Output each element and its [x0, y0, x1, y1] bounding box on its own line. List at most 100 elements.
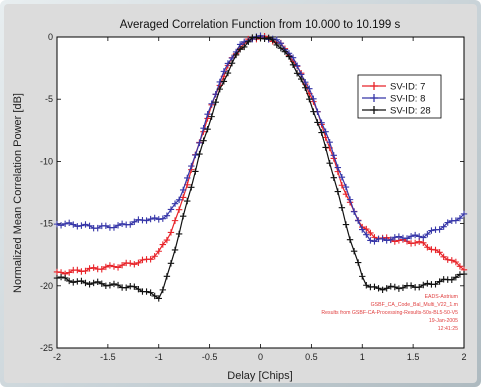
- data-point: [293, 62, 301, 69]
- legend-marker: [370, 82, 378, 90]
- x-tick-label: 0: [258, 352, 263, 362]
- data-point: [196, 150, 203, 158]
- data-point: [330, 174, 337, 181]
- x-tick-label: 1.5: [407, 352, 420, 362]
- data-point: [86, 265, 93, 272]
- data-point: [367, 229, 374, 237]
- annotation-line-5: 12:41:25: [438, 326, 458, 332]
- data-point: [94, 224, 101, 232]
- data-point: [383, 285, 390, 292]
- data-point: [179, 186, 187, 194]
- data-point: [407, 233, 415, 240]
- data-point: [110, 263, 118, 270]
- data-point: [200, 125, 207, 132]
- data-point: [424, 280, 431, 287]
- data-point: [110, 224, 118, 231]
- annotation-line-3: Results from GSBF-CA-Processing-Results-…: [321, 310, 458, 316]
- data-point: [354, 259, 362, 266]
- x-tick-label: -1.5: [100, 352, 116, 362]
- axis-ticks: -2 -1.5 -1 -0.5 0 0.5 1 1.5 2 0 -5 -10 -15 -20 -25: [40, 32, 467, 362]
- data-point: [224, 69, 232, 77]
- data-point: [114, 264, 122, 271]
- data-point: [86, 222, 93, 229]
- data-point: [411, 231, 419, 239]
- data-point: [338, 182, 346, 189]
- data-point: [318, 129, 325, 136]
- data-point: [118, 262, 126, 269]
- data-point: [310, 108, 317, 115]
- y-axis-label: Normalized Mean Correlation Power [dB]: [12, 93, 24, 293]
- data-point: [448, 276, 455, 284]
- data-point: [326, 139, 333, 146]
- data-point: [440, 253, 447, 261]
- data-point: [460, 270, 468, 278]
- data-point: [330, 152, 337, 159]
- data-point: [346, 236, 354, 243]
- data-point: [432, 246, 439, 254]
- data-point: [350, 247, 358, 255]
- data-point: [444, 219, 451, 226]
- data-point: [363, 282, 370, 289]
- data-point: [82, 279, 89, 287]
- data-point: [424, 230, 431, 238]
- x-tick-label: -1: [155, 352, 163, 362]
- data-point: [188, 184, 195, 191]
- data-point: [66, 219, 73, 227]
- y-tick-label: -15: [40, 219, 53, 229]
- data-point: [192, 151, 199, 159]
- annotation-line-1: EADS-Astrium: [425, 294, 458, 300]
- data-point: [192, 168, 199, 175]
- data-point: [163, 212, 171, 219]
- data-point: [78, 222, 85, 229]
- data-point: [159, 241, 167, 248]
- data-point: [118, 220, 126, 227]
- data-point: [306, 85, 313, 92]
- data-point: [420, 281, 427, 289]
- data-point: [363, 231, 370, 238]
- data-point: [314, 119, 321, 126]
- data-point: [306, 95, 313, 103]
- data-point: [432, 281, 439, 288]
- data-point: [391, 234, 399, 241]
- annotation-line-4: 19-Jan-2005: [429, 318, 458, 324]
- y-tick-label: -5: [45, 94, 53, 104]
- data-point: [151, 214, 158, 222]
- data-point: [322, 144, 329, 151]
- data-point: [334, 188, 342, 195]
- data-point: [82, 221, 89, 228]
- data-point: [411, 239, 419, 247]
- series-layer: [53, 32, 468, 302]
- data-point: [350, 208, 358, 215]
- data-point: [78, 277, 85, 285]
- data-point: [57, 222, 65, 229]
- data-point: [379, 286, 386, 293]
- data-point: [66, 277, 73, 285]
- data-point: [151, 292, 158, 300]
- data-point: [338, 173, 346, 181]
- data-point: [53, 268, 61, 276]
- data-point: [155, 248, 162, 255]
- data-point: [395, 285, 403, 292]
- data-point: [127, 260, 134, 267]
- data-point: [342, 221, 350, 228]
- data-point: [179, 213, 187, 220]
- legend-label: SV-ID: 8: [390, 94, 425, 105]
- data-point: [416, 284, 423, 291]
- data-point: [379, 235, 386, 243]
- data-point: [220, 68, 228, 75]
- x-tick-label: 0.5: [305, 352, 318, 362]
- data-point: [428, 227, 435, 234]
- data-point: [293, 70, 301, 77]
- data-point: [159, 215, 167, 222]
- data-point: [114, 281, 122, 289]
- data-point: [86, 281, 93, 288]
- data-point: [175, 230, 183, 238]
- data-point: [367, 237, 374, 244]
- data-point: [147, 289, 154, 296]
- data-point: [387, 283, 394, 290]
- data-point: [74, 266, 81, 274]
- data-point: [289, 61, 297, 69]
- data-point: [53, 220, 61, 228]
- data-point: [444, 256, 451, 263]
